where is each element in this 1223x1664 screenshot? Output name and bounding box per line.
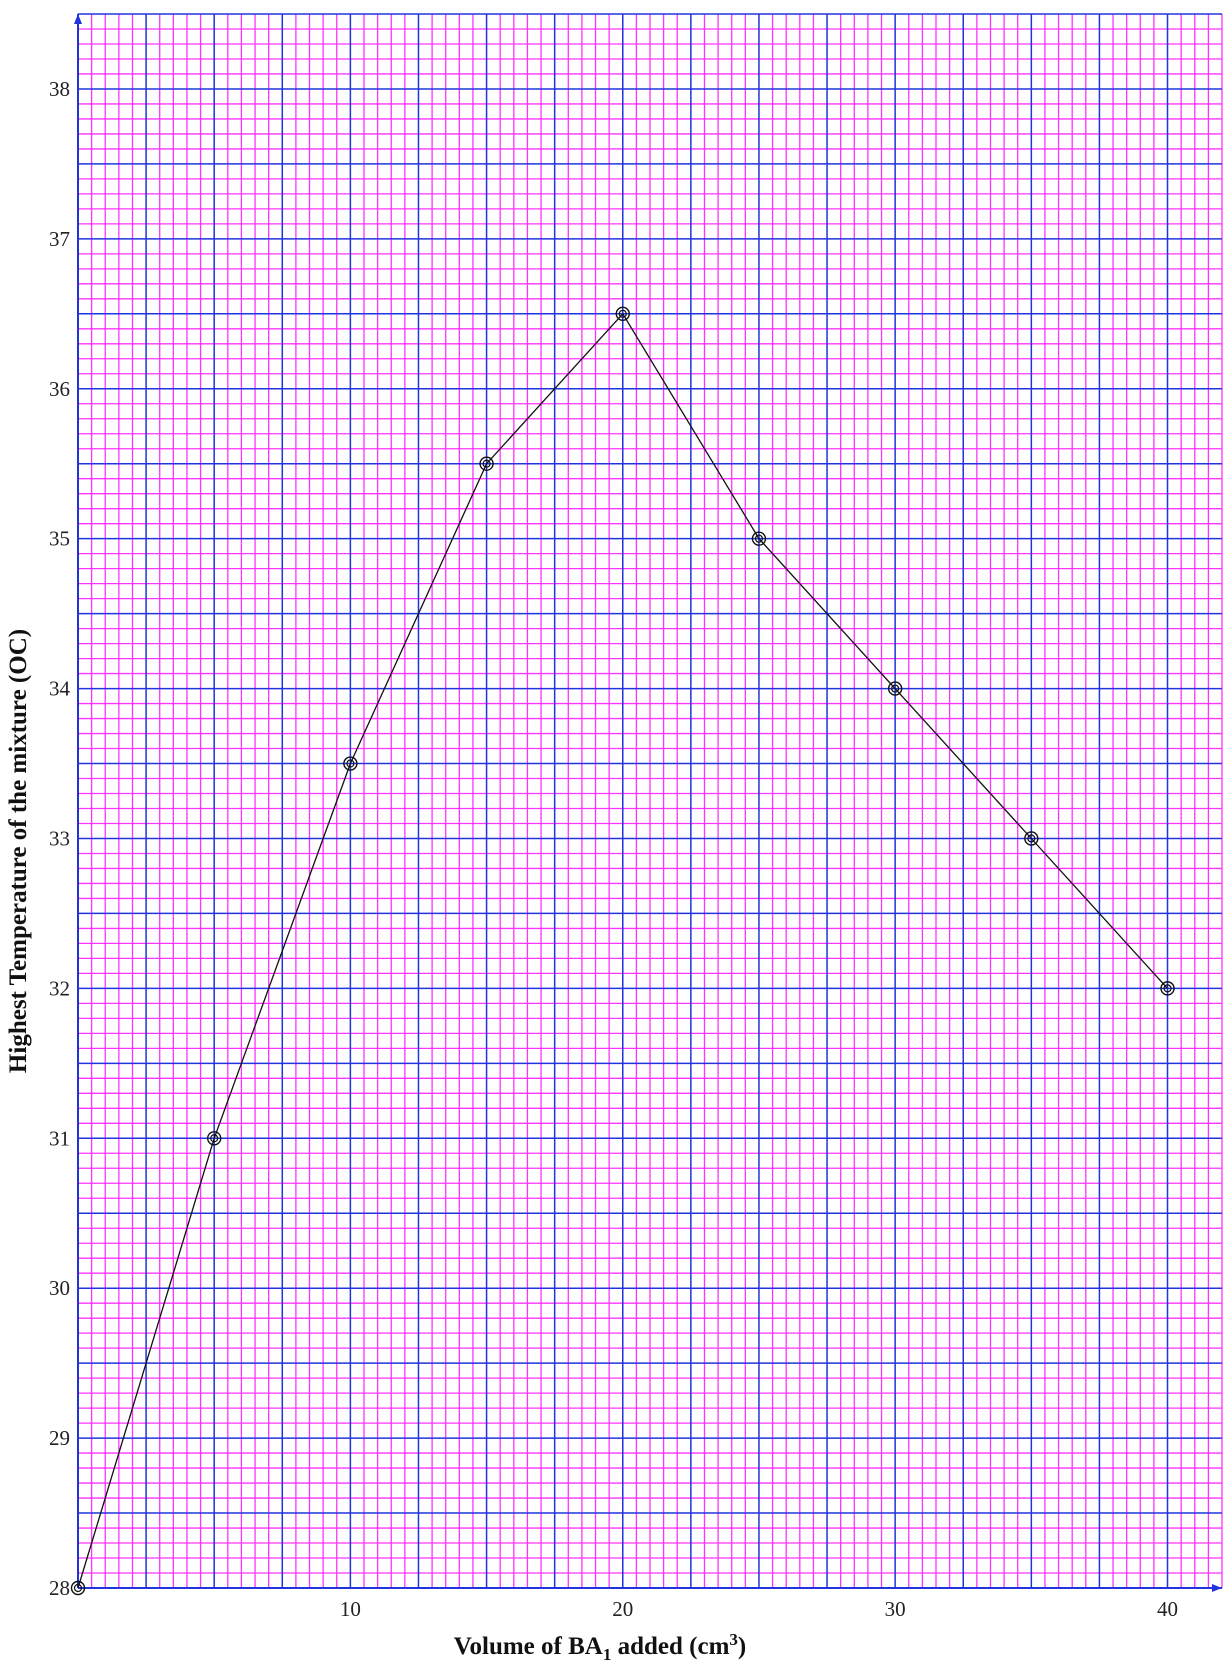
x-axis-title-unit: added (cm — [611, 1633, 729, 1660]
data-point-outer — [1024, 831, 1039, 846]
data-point-outer — [1160, 981, 1175, 996]
data-point — [479, 456, 494, 471]
axes — [74, 14, 1222, 1592]
data-point-inner — [1027, 834, 1036, 843]
data-point-outer — [479, 456, 494, 471]
x-axis-title-main: Volume of BA — [454, 1633, 603, 1660]
y-tick-label: 38 — [49, 77, 70, 101]
data-point-inner — [346, 759, 355, 768]
data-series — [77, 312, 1168, 1589]
x-axis-title: Volume of BA1 added (cm3) — [454, 1630, 746, 1664]
x-axis-arrow — [1212, 1584, 1222, 1592]
data-point — [70, 1580, 86, 1596]
data-point-outer — [206, 1131, 222, 1146]
y-tick-label: 31 — [49, 1126, 70, 1150]
data-point-outer — [887, 681, 903, 696]
data-point — [751, 531, 767, 546]
data-point-outer — [343, 756, 358, 771]
x-tick-label: 20 — [612, 1597, 633, 1621]
x-tick-label: 40 — [1157, 1597, 1178, 1621]
y-tick-label: 36 — [49, 377, 70, 401]
data-point-inner — [1163, 984, 1172, 993]
y-tick-label: 28 — [49, 1576, 70, 1600]
data-points — [70, 306, 1175, 1596]
y-tick-label: 30 — [49, 1276, 70, 1300]
data-point — [1024, 831, 1039, 846]
y-tick-label: 29 — [49, 1426, 70, 1450]
x-axis-title-superscript: 3 — [729, 1630, 738, 1649]
x-axis-title-subscript: 1 — [603, 1645, 612, 1664]
series-line — [77, 312, 1168, 1589]
y-axis-title: Highest Temperature of the mixture (OC) — [5, 629, 32, 1073]
y-tick-label: 37 — [49, 227, 70, 251]
data-point-inner — [891, 684, 900, 693]
data-point-outer — [70, 1580, 86, 1596]
data-point-inner — [618, 309, 627, 318]
y-tick-label: 32 — [49, 976, 70, 1000]
y-axis-arrow — [74, 14, 82, 24]
y-tick-label: 35 — [49, 527, 70, 551]
y-tick-label: 33 — [49, 826, 70, 850]
grid — [77, 13, 1223, 1589]
data-point-inner — [754, 534, 764, 543]
data-point-outer — [615, 306, 630, 322]
tick-labels: 10 20 30 40 28 29 30 31 32 33 34 35 36 37 38 — [49, 77, 1178, 1621]
data-point — [615, 306, 630, 322]
x-tick-label: 10 — [340, 1597, 361, 1621]
data-point-inner — [73, 1583, 83, 1593]
data-point — [1160, 981, 1175, 996]
data-point-outer — [751, 531, 767, 546]
y-tick-label: 34 — [49, 677, 71, 701]
data-point — [887, 681, 903, 696]
x-axis-title-end: ) — [738, 1633, 746, 1660]
x-tick-label: 30 — [885, 1597, 906, 1621]
data-point — [206, 1131, 222, 1146]
data-point — [343, 756, 358, 771]
data-point-inner — [210, 1134, 219, 1143]
data-point-inner — [482, 459, 491, 468]
